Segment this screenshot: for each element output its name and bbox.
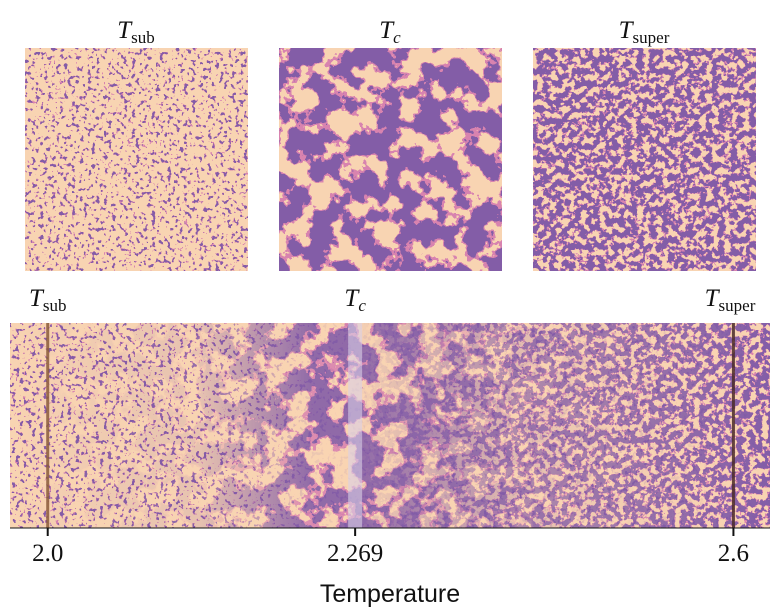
x-axis-title: Temperature [320,580,460,608]
panel-title-base: T [117,17,133,44]
panel-title: Tsub [117,17,155,47]
marker-line [46,323,50,528]
marker-label-base: T [705,285,721,312]
strip-disordered [10,323,770,528]
marker-label: Tsuper [705,285,756,315]
marker-label-base: T [344,285,360,312]
panel-title-sub: sub [131,28,155,47]
marker-label: Tc [344,285,366,315]
marker-line [731,323,735,528]
panel-title-sub: c [393,28,401,47]
marker-line [348,323,363,528]
x-tick-label: 2.0 [32,540,63,567]
marker-label: Tsub [29,285,67,315]
snapshot [533,48,756,271]
panel-title-sub: super [633,28,670,47]
x-tick-label: 2.6 [718,540,749,567]
x-tick-label: 2.269 [327,540,383,567]
panel-title: Tc [379,17,401,47]
marker-label-sub: sub [43,296,67,315]
snapshot [279,48,502,271]
panel-title-base: T [379,17,395,44]
panel-title: Tsuper [619,17,670,47]
panel-title-base: T [619,17,635,44]
marker-label-base: T [29,285,45,312]
marker-label-sub: c [358,296,366,315]
snapshot [25,48,248,271]
marker-label-sub: super [719,296,756,315]
